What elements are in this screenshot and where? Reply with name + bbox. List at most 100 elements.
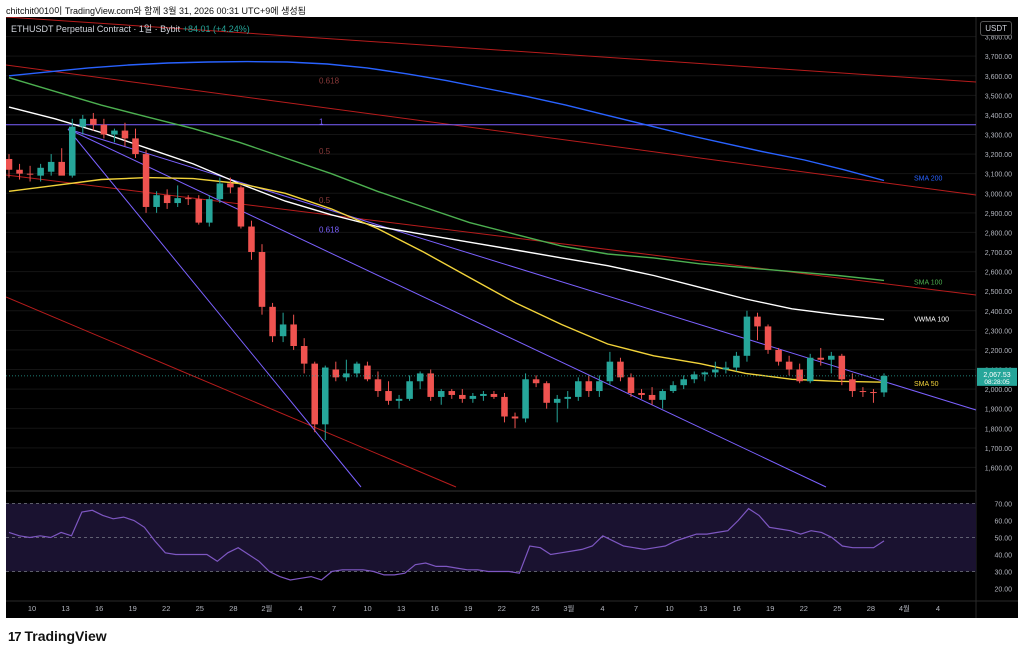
candle-body	[817, 357, 825, 360]
price-tick-label: 1,800.00	[985, 426, 1012, 433]
price-tick-label: 3,800.00	[985, 35, 1012, 42]
rsi-tick-label: 30.00	[994, 570, 1012, 577]
price-tick-label: 2,700.00	[985, 250, 1012, 257]
candle-body	[437, 391, 445, 397]
candle-body	[543, 383, 550, 403]
ma-line-sma-200	[8, 60, 885, 182]
tradingview-logo[interactable]: 17 TradingView	[8, 628, 107, 644]
tradingview-mark-icon: 17	[8, 628, 22, 644]
candle-body	[553, 398, 561, 403]
rsi-tick-label: 50.00	[994, 536, 1012, 543]
candle-body	[712, 369, 719, 373]
candle-body	[26, 173, 34, 175]
candle-body	[690, 374, 698, 380]
time-tick-label: 7	[634, 604, 638, 613]
ma-line-label: SMA 200	[914, 176, 943, 183]
candle-body	[184, 198, 192, 200]
candle-body	[121, 130, 129, 139]
trendline-red	[6, 296, 457, 488]
time-tick-label: 10	[665, 604, 673, 613]
chart-panel[interactable]: 3,800.00 3,700.00 3,600.00 3,500.00 3,400.00…	[6, 17, 1018, 618]
rsi-band	[6, 503, 976, 572]
candle-body	[248, 226, 255, 252]
candle-body	[448, 391, 456, 395]
channel-line	[67, 128, 977, 411]
last-price-label: 2,067.53	[983, 372, 1010, 379]
ma-line-label: SMA 100	[914, 279, 943, 286]
rsi-line	[8, 507, 885, 581]
candle-body	[16, 169, 23, 174]
candle-body	[216, 183, 224, 200]
price-tick-label: 1,600.00	[985, 465, 1012, 472]
candle-body	[806, 357, 814, 382]
candle-body	[511, 416, 519, 419]
price-tick-label: 3,100.00	[985, 172, 1012, 179]
candle-body	[480, 393, 487, 396]
trendline-red	[6, 64, 977, 196]
ma-line-label: SMA 50	[914, 381, 939, 388]
time-tick-label: 28	[229, 604, 237, 613]
time-tick-label: 13	[699, 604, 707, 613]
candle-body	[522, 379, 529, 419]
candle-body	[427, 373, 434, 397]
candle-body	[332, 369, 340, 378]
price-tick-label: 2,000.00	[985, 387, 1012, 394]
candle-body	[733, 355, 740, 368]
candle-body	[501, 396, 508, 417]
rsi-tick-label: 40.00	[994, 553, 1012, 560]
rsi-tick-label: 70.00	[994, 502, 1012, 509]
chart-canvas[interactable]: 3,800.00 3,700.00 3,600.00 3,500.00 3,400.00…	[6, 17, 1018, 618]
candle-body	[100, 124, 108, 135]
time-tick-label: 16	[95, 604, 103, 613]
time-tick-label: 16	[430, 604, 438, 613]
time-tick-label: 25	[196, 604, 204, 613]
time-tick-label: 19	[464, 604, 472, 613]
candle-body	[195, 199, 203, 223]
channel-line	[67, 128, 362, 488]
price-tick-label: 3,200.00	[985, 152, 1012, 159]
candle-body	[269, 306, 276, 337]
time-tick-label: 25	[531, 604, 539, 613]
price-tick-label: 2,600.00	[985, 270, 1012, 277]
candle-body	[796, 369, 803, 382]
fib-level-label: 0.5	[319, 147, 331, 156]
symbol-legend[interactable]: ETHUSDT Perpetual Contract · 1일 · Bybit …	[11, 22, 250, 35]
price-tick-label: 2,500.00	[985, 289, 1012, 296]
time-tick-label: 7	[332, 604, 336, 613]
candle-body	[142, 154, 150, 207]
candle-body	[606, 361, 614, 382]
ma-line-label: VWMA 100	[914, 317, 949, 324]
price-tick-label: 1,700.00	[985, 446, 1012, 453]
candle-body	[785, 361, 793, 370]
candle-body	[880, 375, 888, 393]
time-tick-label: 13	[397, 604, 405, 613]
candle-body	[258, 252, 266, 307]
time-tick-label: 22	[162, 604, 170, 613]
candle-body	[385, 391, 392, 401]
fib-level-label: 0.618	[319, 77, 340, 86]
candle-body	[343, 373, 350, 378]
candle-body	[838, 355, 846, 380]
candle-body	[321, 367, 329, 425]
trendline-red	[6, 17, 977, 83]
candle-body	[290, 324, 297, 346]
candle-body	[153, 195, 160, 207]
time-tick-label: 4월	[899, 603, 910, 613]
share-caption: chitchit0010이 TradingView.com와 함께 3월 31,…	[6, 6, 306, 16]
candle-body	[638, 393, 645, 395]
candle-body	[775, 349, 782, 362]
fib-level-label: 1	[319, 118, 324, 127]
time-tick-label: 28	[867, 604, 875, 613]
candle-body	[743, 316, 751, 356]
candle-body	[416, 373, 424, 382]
candle-body	[37, 167, 44, 176]
fib-level-label: 0.5	[319, 196, 331, 205]
candle-body	[701, 372, 709, 375]
price-tick-label: 2,900.00	[985, 211, 1012, 218]
candle-body	[564, 396, 572, 399]
currency-button[interactable]: USDT	[980, 21, 1012, 36]
last-price-badge	[977, 367, 1017, 386]
fib-level-label: 0.618	[319, 225, 340, 234]
rsi-tick-label: 20.00	[994, 587, 1012, 594]
candle-body	[279, 324, 287, 337]
